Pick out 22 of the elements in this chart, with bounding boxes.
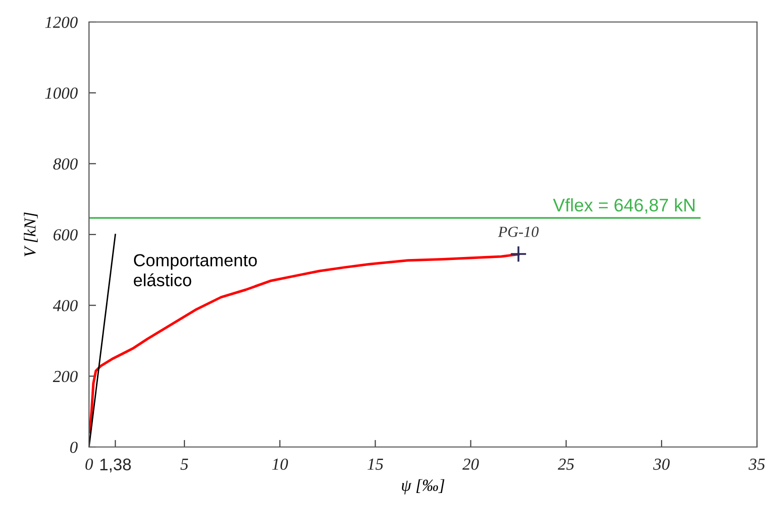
- x-tick-label: 15: [368, 458, 384, 470]
- y-tick-label: 600: [54, 229, 78, 240]
- x-tick-label: 20: [462, 458, 479, 470]
- y-tick-label: 0: [70, 442, 78, 453]
- x-axis-title: ψ [‰]: [402, 479, 444, 494]
- line-series: [89, 253, 520, 434]
- y-tick-label: 1000: [45, 88, 78, 99]
- y-tick-label: 1200: [45, 16, 78, 28]
- annotation: Comportamento elástico: [134, 254, 257, 286]
- x-tick-label: 0: [85, 458, 93, 470]
- x-tick-label: 35: [748, 458, 765, 470]
- ref-line-label: Vflex = 646,87 kN: [552, 198, 694, 214]
- x-tick-label: 5: [180, 458, 188, 470]
- series-label: PG-10: [498, 226, 539, 237]
- y-tick-label: 400: [52, 300, 78, 312]
- x-tick-label: 1,38: [100, 458, 131, 472]
- x-tick-label: 30: [653, 458, 670, 470]
- y-axis-title: V [kN]: [24, 212, 38, 256]
- y-tick-label: 200: [52, 370, 78, 382]
- x-tick-label: 25: [558, 458, 574, 470]
- y-tick-label: 800: [53, 158, 78, 170]
- x-tick-label: 10: [272, 458, 288, 470]
